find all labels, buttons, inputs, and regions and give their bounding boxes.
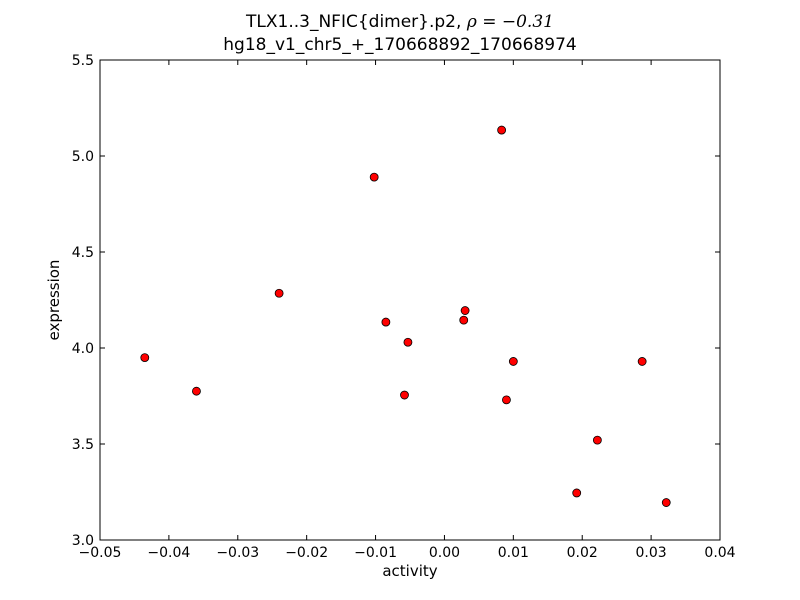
data-point	[661, 498, 671, 507]
y-tick-label: 3.0	[72, 533, 94, 549]
y-tick-label: 4.0	[72, 341, 94, 357]
x-tick-label: −0.01	[354, 545, 397, 561]
chart-subtitle: hg18_v1_chr5_+_170668892_170668974	[223, 35, 577, 55]
data-point	[459, 315, 469, 325]
y-axis-ticks: 3.0 3.5 4.0 4.5 5.0 5.5	[72, 53, 720, 549]
data-point	[381, 317, 391, 327]
data-point	[637, 357, 647, 366]
x-tick-label: 0.02	[567, 545, 598, 561]
y-tick-label: 3.5	[72, 437, 94, 453]
data-point	[400, 390, 409, 400]
chart-title-line: TLX1..3_NFIC{dimer}.p2, ρ = −0.31	[0, 11, 800, 34]
data-point	[140, 353, 150, 363]
x-tick-label: 0.00	[429, 545, 460, 561]
data-point	[369, 172, 379, 182]
y-tick-label: 5.0	[72, 149, 94, 165]
data-point	[502, 395, 511, 405]
data-point	[192, 386, 201, 396]
data-point	[403, 337, 413, 347]
x-tick-label: −0.04	[147, 545, 190, 561]
x-tick-label: 0.03	[636, 545, 667, 561]
x-tick-label: −0.05	[79, 545, 122, 561]
data-point	[508, 357, 518, 366]
x-tick-label: 0.01	[498, 545, 529, 561]
data-point	[572, 488, 582, 498]
x-tick-label: −0.03	[216, 545, 259, 561]
chart-title: TLX1..3_NFIC{dimer}.p2,	[246, 12, 462, 32]
chart-title-rho: ρ = −0.31	[466, 12, 554, 32]
data-point	[460, 306, 470, 315]
chart-title-block: TLX1..3_NFIC{dimer}.p2, ρ = −0.31 hg18_v…	[0, 11, 800, 57]
y-axis-label: expression	[45, 260, 63, 341]
plot-frame	[99, 59, 721, 541]
y-tick-label: 5.5	[72, 53, 94, 69]
data-point	[274, 288, 284, 298]
x-axis-label: activity	[382, 562, 437, 580]
x-axis-ticks: −0.05 −0.04 −0.03 −0.02 −0.01 0.00 0.01 0.02 0.0…	[79, 60, 736, 561]
data-point	[592, 435, 602, 445]
y-tick-label: 4.5	[72, 245, 94, 261]
data-point	[497, 125, 507, 135]
data-points	[140, 125, 671, 507]
x-tick-label: −0.02	[285, 545, 328, 561]
x-tick-label: 0.04	[704, 545, 735, 561]
